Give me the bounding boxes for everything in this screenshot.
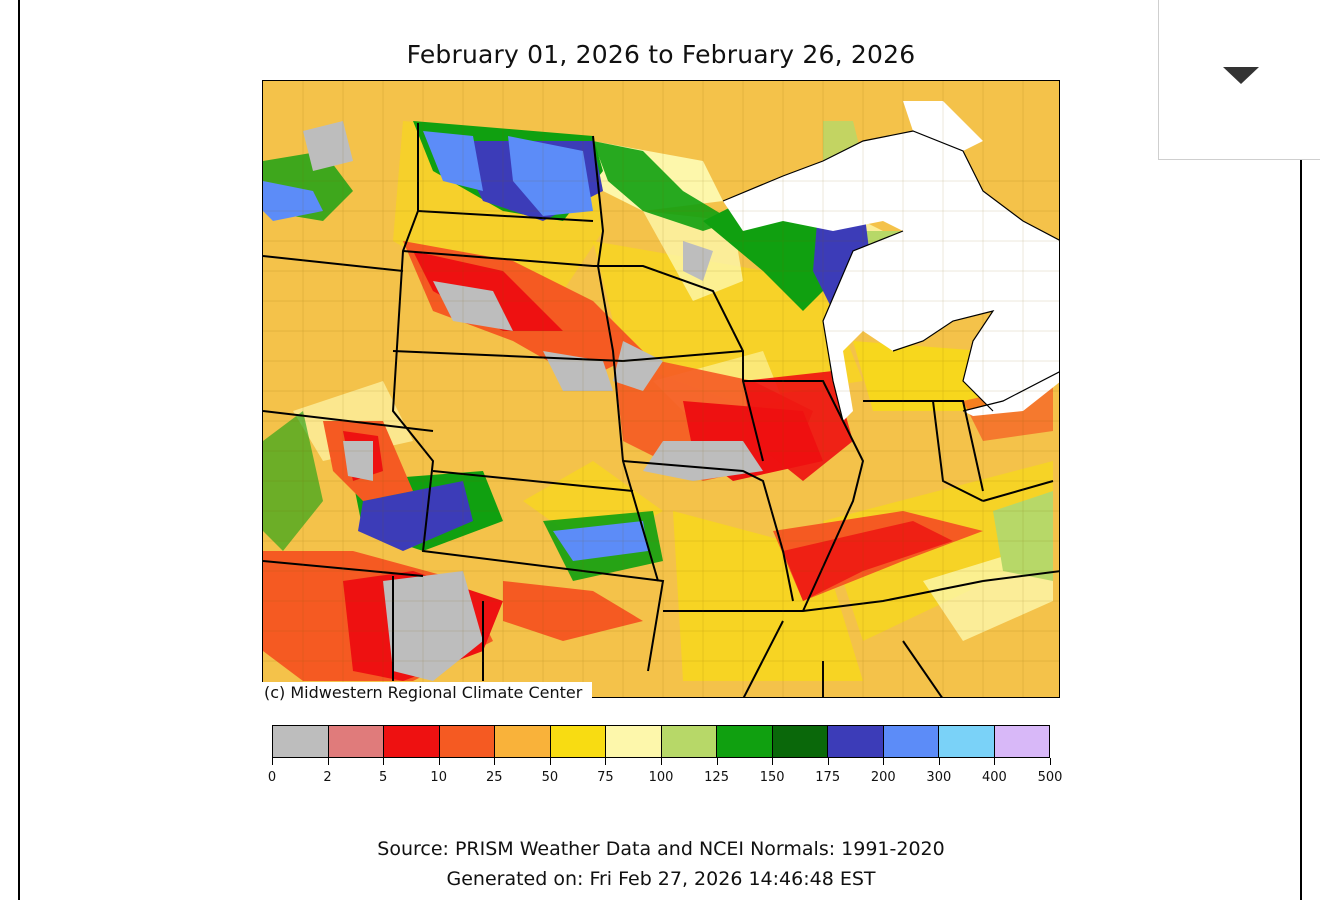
colorbar-tick-mark [549,758,551,765]
colorbar-segment [605,726,661,757]
colorbar-tick-label: 75 [597,770,614,785]
colorbar-segment [494,726,550,757]
page-frame-right-border [1300,160,1302,900]
precipitation-percent-of-normal-map [262,80,1060,698]
colorbar-tick-mark [1050,758,1051,765]
colorbar-tick-mark [272,758,273,765]
colorbar-tick-mark [883,758,885,765]
colorbar-tick-mark [994,758,996,765]
colorbar-tick-label: 125 [704,770,729,785]
generated-line: Generated on: Fri Feb 27, 2026 14:46:48 … [446,868,876,890]
colorbar-ticks: 0 2 5 10 25 50 75 100 125 150 175 200 300 400 500 [268,758,1062,788]
colorbar-tick-mark [383,758,385,765]
colorbar-tick-label: 175 [815,770,841,785]
colorbar-tick-label: 400 [982,770,1007,785]
colorbar-segment [273,726,328,757]
colorbar-segment [882,726,938,757]
caret-down-icon [1223,67,1259,84]
colorbar-segment [383,726,439,757]
page-frame-left-border [18,0,20,900]
colorbar-tick-label: 300 [926,770,952,785]
source-credits: Source: PRISM Weather Data and NCEI Norm… [262,834,1060,894]
colorbar-tick-label: 200 [870,770,896,785]
colorbar-tick-mark [327,758,329,765]
colorbar-tick-label: 2 [323,770,332,785]
precipitation-legend-colorbar [272,725,1050,758]
colorbar-tick-label: 100 [648,770,674,785]
colorbar-tick-mark [494,758,496,765]
colorbar-tick-mark [661,758,662,765]
colorbar-segment [938,726,994,757]
colorbar-tick-mark [605,758,607,765]
colorbar-tick-mark [772,758,774,765]
colorbar-tick-mark [827,758,829,765]
colorbar-segment [327,726,383,757]
colorbar-segment [716,726,772,757]
source-line: Source: PRISM Weather Data and NCEI Norm… [377,838,945,860]
colorbar-tick-mark [938,758,940,765]
map-graphic [263,81,1059,697]
map-title: February 01, 2026 to February 26, 2026 [406,40,916,69]
colorbar-segment [771,726,827,757]
colorbar-tick-label: 0 [267,770,277,785]
map-options-dropdown[interactable] [1158,0,1320,160]
colorbar-tick-label: 10 [430,770,447,785]
colorbar-tick-mark [438,758,440,765]
colorbar-segment [660,726,716,757]
colorbar-tick-label: 50 [541,770,559,785]
colorbar-tick-mark [716,758,718,765]
colorbar-segment [993,726,1049,757]
colorbar-segment [827,726,883,757]
colorbar-segment [549,726,605,757]
colorbar-tick-label: 150 [759,770,785,785]
colorbar-segment [438,726,494,757]
colorbar-tick-label: 5 [379,770,388,785]
copyright-label: (c) Midwestern Regional Climate Center [262,682,593,704]
colorbar-tick-label: 25 [486,770,503,785]
colorbar-tick-label: 500 [1037,770,1063,785]
